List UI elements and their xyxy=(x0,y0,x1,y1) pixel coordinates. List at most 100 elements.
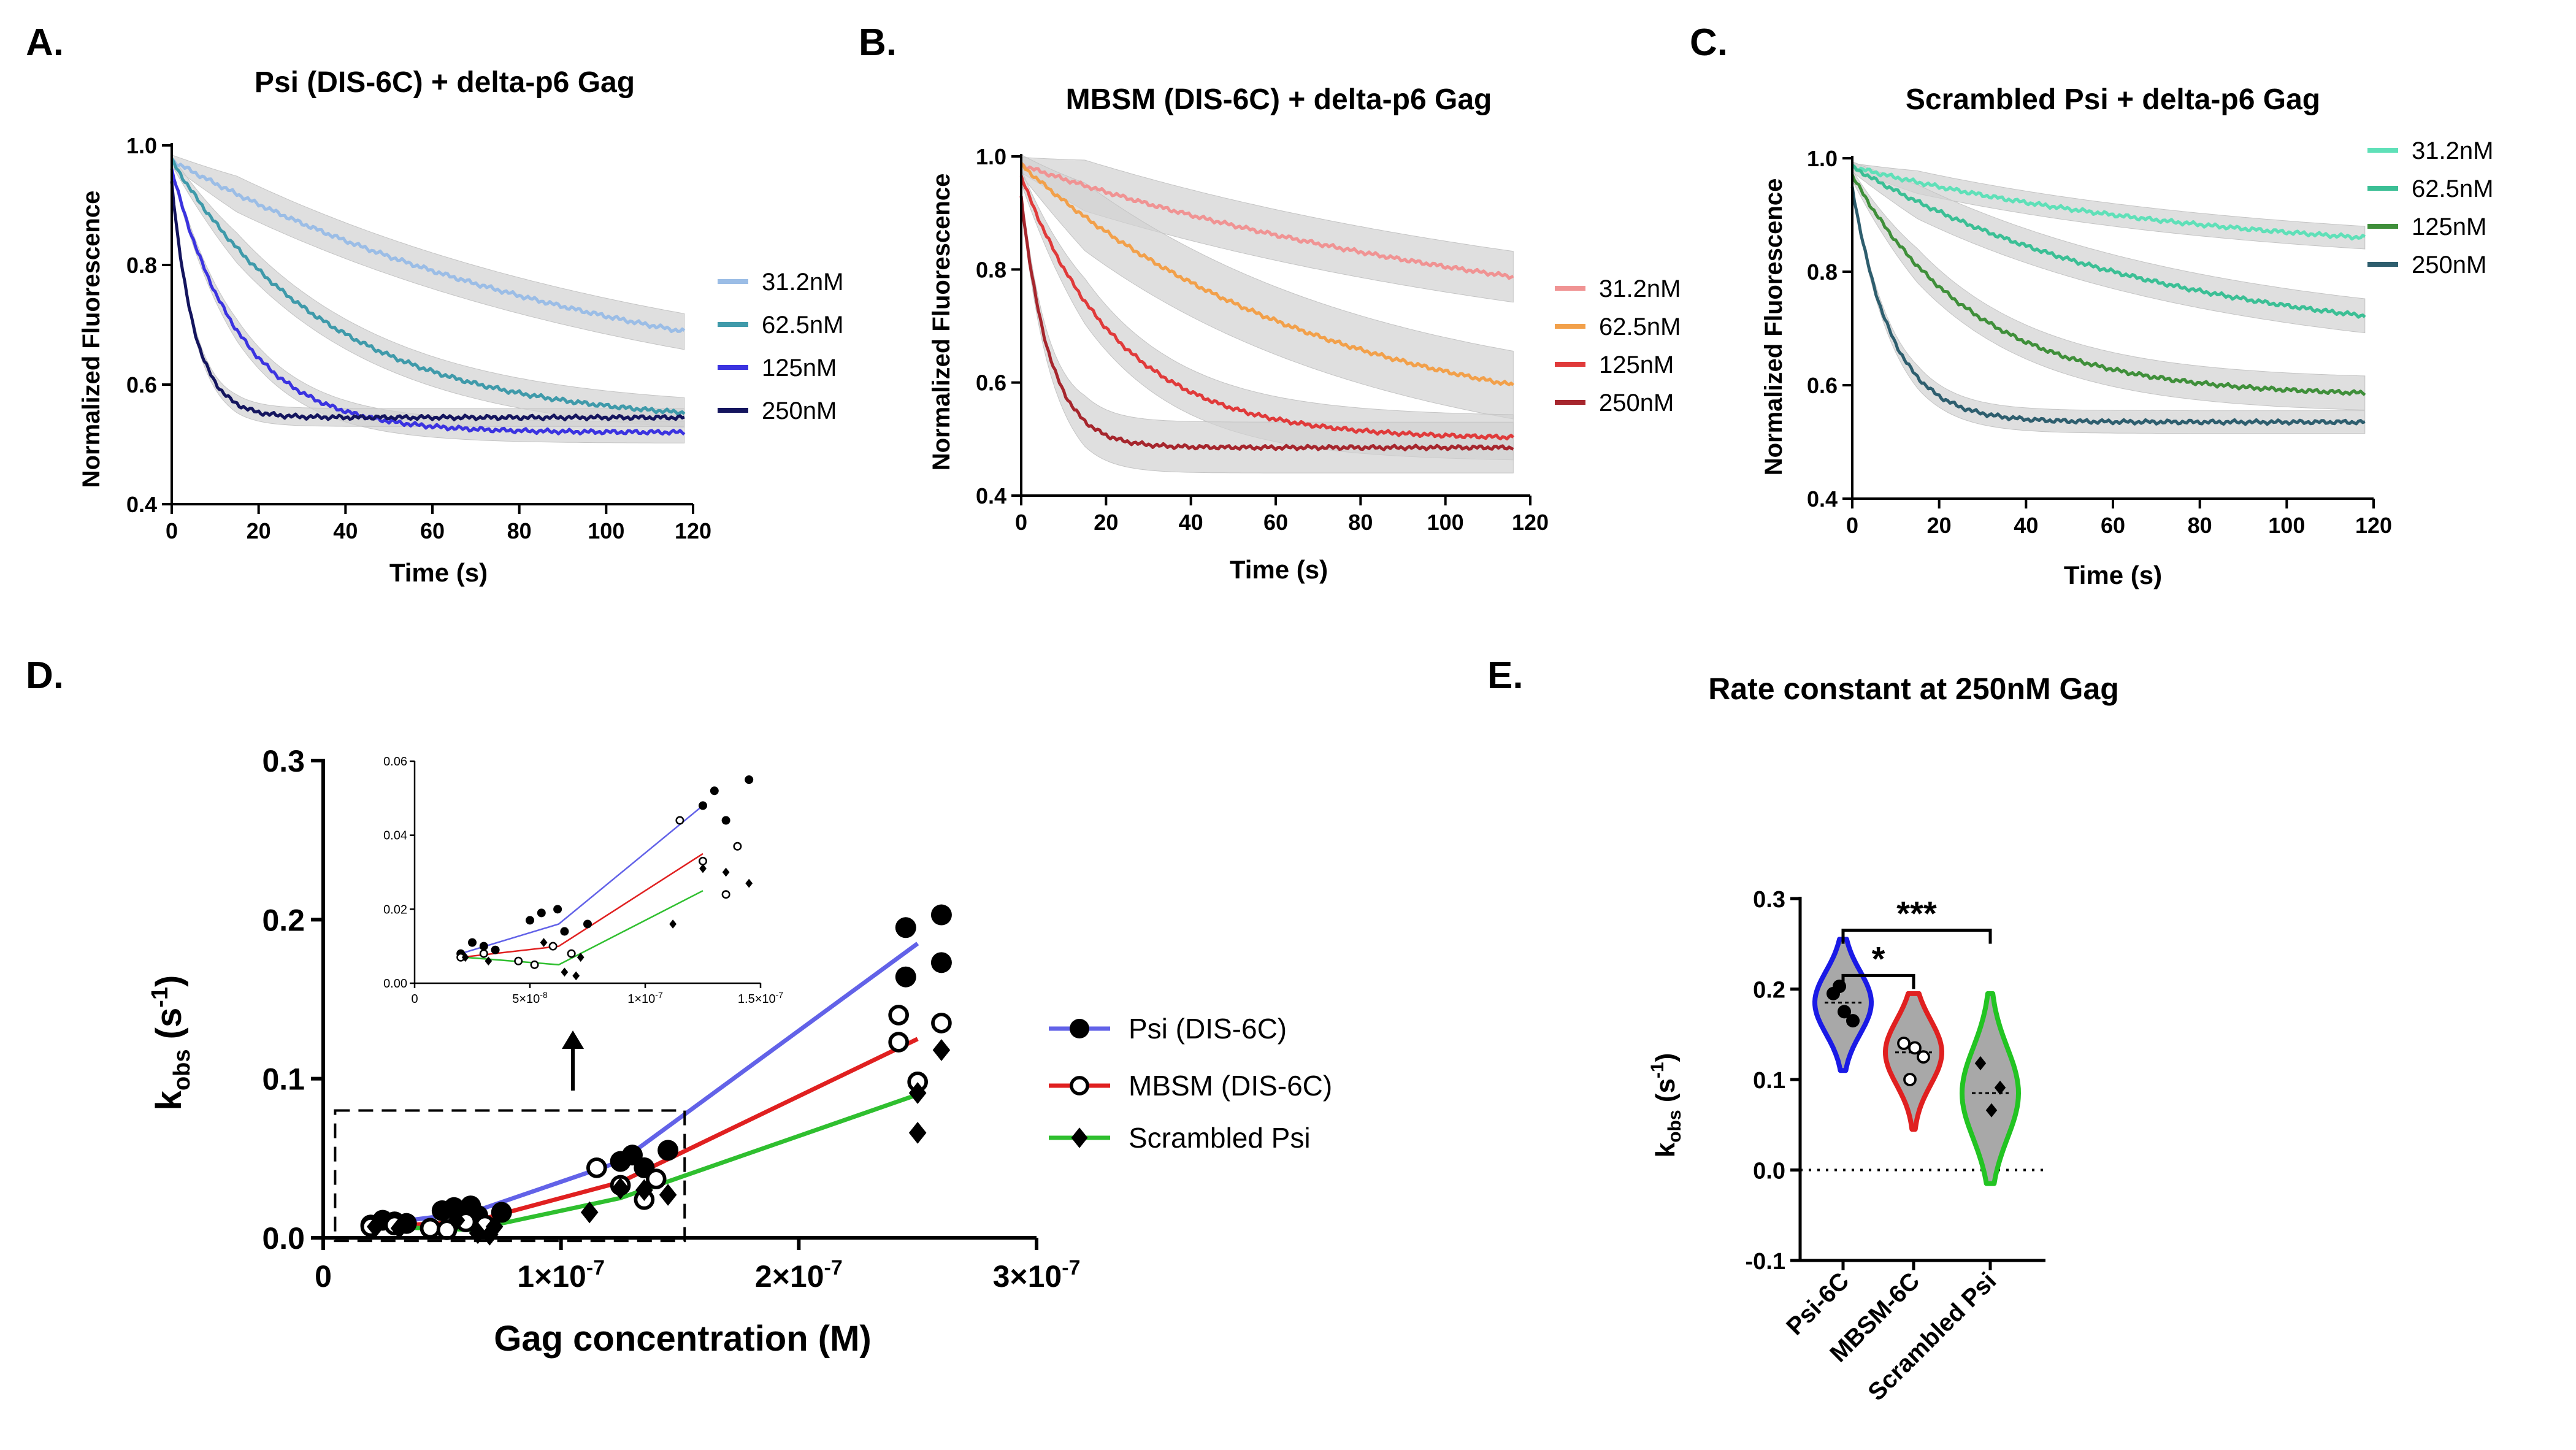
panel-label-b: B. xyxy=(859,21,897,64)
x-tick-label-b-4: 80 xyxy=(1348,510,1373,535)
y-axis-label-d-open: (s xyxy=(149,1008,189,1049)
y-tick-label-d-2: 0.2 xyxy=(262,903,305,937)
inset-data-point-2-5 xyxy=(577,953,585,962)
violin-point-e-1-2 xyxy=(1908,1041,1922,1055)
error-band-b-3 xyxy=(1021,188,1514,474)
inset-data-point-1-5 xyxy=(567,949,576,958)
inset-data-point-0-12 xyxy=(721,816,730,825)
inset-data-point-0-6 xyxy=(553,905,562,914)
zoom-box-d xyxy=(334,1109,686,1243)
x-tick-label-c-4: 80 xyxy=(2188,513,2212,538)
series-line-a-3 xyxy=(170,181,685,421)
plot-area-d: 0 1×10-7 2×10-7 3×10-7 0.0 0.1 0.2 0.3 xyxy=(262,744,1080,1294)
legend-label-a-3: 250nM xyxy=(762,397,837,424)
y-tick-label-a-0: 0.4 xyxy=(126,492,157,517)
y-tick-label-a-1: 0.6 xyxy=(126,372,157,397)
panel-label-a: A. xyxy=(26,21,64,64)
x-axis-label-d: Gag concentration (M) xyxy=(494,1319,871,1359)
violin-point-e-2-2 xyxy=(1985,1103,1998,1118)
panel-b: B. MBSM (DIS-6C) + delta-p6 Gag Normaliz… xyxy=(859,21,1681,584)
data-point-d-0-15 xyxy=(930,904,952,926)
x-tick-label-a-6: 120 xyxy=(675,518,711,543)
y-axis-label-c: Normalized Fluorescence xyxy=(1760,178,1787,476)
x-tick-label-b-1: 20 xyxy=(1094,510,1118,535)
inset-d: 0 5×10-8 1×10-7 1.5×10-7 0.00 0.02 0.04 0.06 xyxy=(383,755,783,1006)
plot-area-e: ****-0.10.00.10.20.3Psi-6CMBSM-6CScrambl… xyxy=(1746,887,2045,1406)
x-tick-label-d-2: 2×10-7 xyxy=(755,1256,843,1294)
plot-area-c: 0 20 40 60 80 100 120 0.4 0.6 0.8 1.0 xyxy=(1807,146,2392,538)
x-tick-label-c-2: 40 xyxy=(2014,513,2038,538)
data-point-d-2-12 xyxy=(932,1039,951,1061)
inset-data-point-1-6 xyxy=(675,816,684,825)
x-tick-label-d-3: 3×10-7 xyxy=(993,1256,1081,1294)
panel-c: C. Scrambled Psi + delta-p6 Gag Normaliz… xyxy=(1690,21,2493,589)
y-axis-label-e-sup: -1 xyxy=(1647,1062,1668,1078)
violin-point-e-0-1 xyxy=(1846,1014,1860,1028)
data-point-d-1-13 xyxy=(931,1013,952,1034)
x-tick-label-b-3: 60 xyxy=(1263,510,1288,535)
panel-a: A. Psi (DIS-6C) + delta-p6 Gag Normalize… xyxy=(26,21,843,587)
violin-point-e-0-2 xyxy=(1838,1005,1851,1019)
data-point-d-0-14 xyxy=(895,966,916,988)
data-point-d-2-3 xyxy=(469,1222,487,1245)
inset-data-point-1-2 xyxy=(514,956,523,965)
data-point-d-1-2 xyxy=(420,1218,441,1239)
panel-label-d: D. xyxy=(26,654,64,697)
y-axis-label-d-sub: obs xyxy=(169,1049,195,1091)
y-tick-label-c-0: 0.4 xyxy=(1807,486,1838,512)
violin-e-0 xyxy=(1812,937,1874,1073)
violin-point-e-2-0 xyxy=(1974,1056,1987,1070)
inset-data-point-2-6 xyxy=(669,919,677,929)
panel-label-e: E. xyxy=(1487,654,1524,697)
error-band-c-2 xyxy=(1852,169,2366,410)
significance-label-e-1: *** xyxy=(1896,894,1937,933)
y-axis-label-d-main: k xyxy=(149,1090,189,1110)
x-tick-label-c-3: 60 xyxy=(2101,513,2125,538)
violin-e-1 xyxy=(1883,991,1944,1132)
data-point-d-1-10 xyxy=(888,1005,909,1026)
inset-data-point-0-9 xyxy=(699,801,707,810)
inset-y-tick-label-3: 0.06 xyxy=(383,755,407,769)
data-point-d-1-6 xyxy=(586,1157,607,1178)
data-point-d-2-0 xyxy=(367,1215,385,1238)
y-tick-label-c-2: 0.8 xyxy=(1807,259,1838,285)
x-tick-label-c-5: 100 xyxy=(2268,513,2305,538)
y-axis-label-e-close: ) xyxy=(1650,1053,1681,1062)
inset-data-point-0-4 xyxy=(526,916,534,925)
x-tick-label-a-0: 0 xyxy=(166,518,178,543)
data-point-d-0-5 xyxy=(443,1197,465,1218)
significance-label-e-0: * xyxy=(1872,939,1885,978)
y-tick-label-a-2: 0.8 xyxy=(126,253,157,278)
legend-label-a-0: 31.2nM xyxy=(762,269,843,296)
series-line-c-3 xyxy=(1850,186,2366,426)
data-point-d-2-5 xyxy=(485,1215,504,1238)
legend-b: 31.2nM 62.5nM 125nM 250nM xyxy=(1555,275,1681,416)
legend-label-b-3: 250nM xyxy=(1599,389,1674,416)
inset-data-point-1-3 xyxy=(530,960,539,969)
x-tick-label-a-2: 40 xyxy=(333,518,358,543)
data-point-d-2-10 xyxy=(908,1082,927,1104)
y-axis-label-d-close: ) xyxy=(149,975,189,987)
y-axis-label-e: kobs (s-1) xyxy=(1647,1053,1685,1158)
violin-point-e-1-0 xyxy=(1897,1037,1911,1050)
inset-data-point-0-10 xyxy=(710,786,719,796)
data-point-d-2-7 xyxy=(611,1177,629,1200)
y-axis-label-b: Normalized Fluorescence xyxy=(928,174,955,471)
error-band-c-3 xyxy=(1852,183,2366,434)
inset-x-tick-label-2: 1×10-7 xyxy=(627,990,663,1006)
data-point-d-2-9 xyxy=(659,1184,677,1206)
violin-point-e-2-1 xyxy=(1994,1080,2006,1095)
data-point-d-0-16 xyxy=(930,952,952,973)
legend-label-d-2: Scrambled Psi xyxy=(1129,1122,1311,1154)
plot-area-a: 0 20 40 60 80 100 120 0.4 0.6 0.8 1.0 xyxy=(126,133,711,543)
x-axis-label-a: Time (s) xyxy=(389,558,488,587)
x-tick-label-a-4: 80 xyxy=(507,518,532,543)
inset-x-tick-exponent-2: -7 xyxy=(655,990,663,1000)
series-line-b-0 xyxy=(1021,163,1514,280)
violin-point-e-1-1 xyxy=(1917,1050,1930,1064)
series-line-c-2 xyxy=(1850,174,2366,396)
inset-x-tick-label-0: 0 xyxy=(411,992,418,1006)
chart-title-b: MBSM (DIS-6C) + delta-p6 Gag xyxy=(1066,83,1492,116)
legend-c: 31.2nM 62.5nM 125nM 250nM xyxy=(2367,137,2493,278)
inset-data-point-0-8 xyxy=(583,919,592,929)
